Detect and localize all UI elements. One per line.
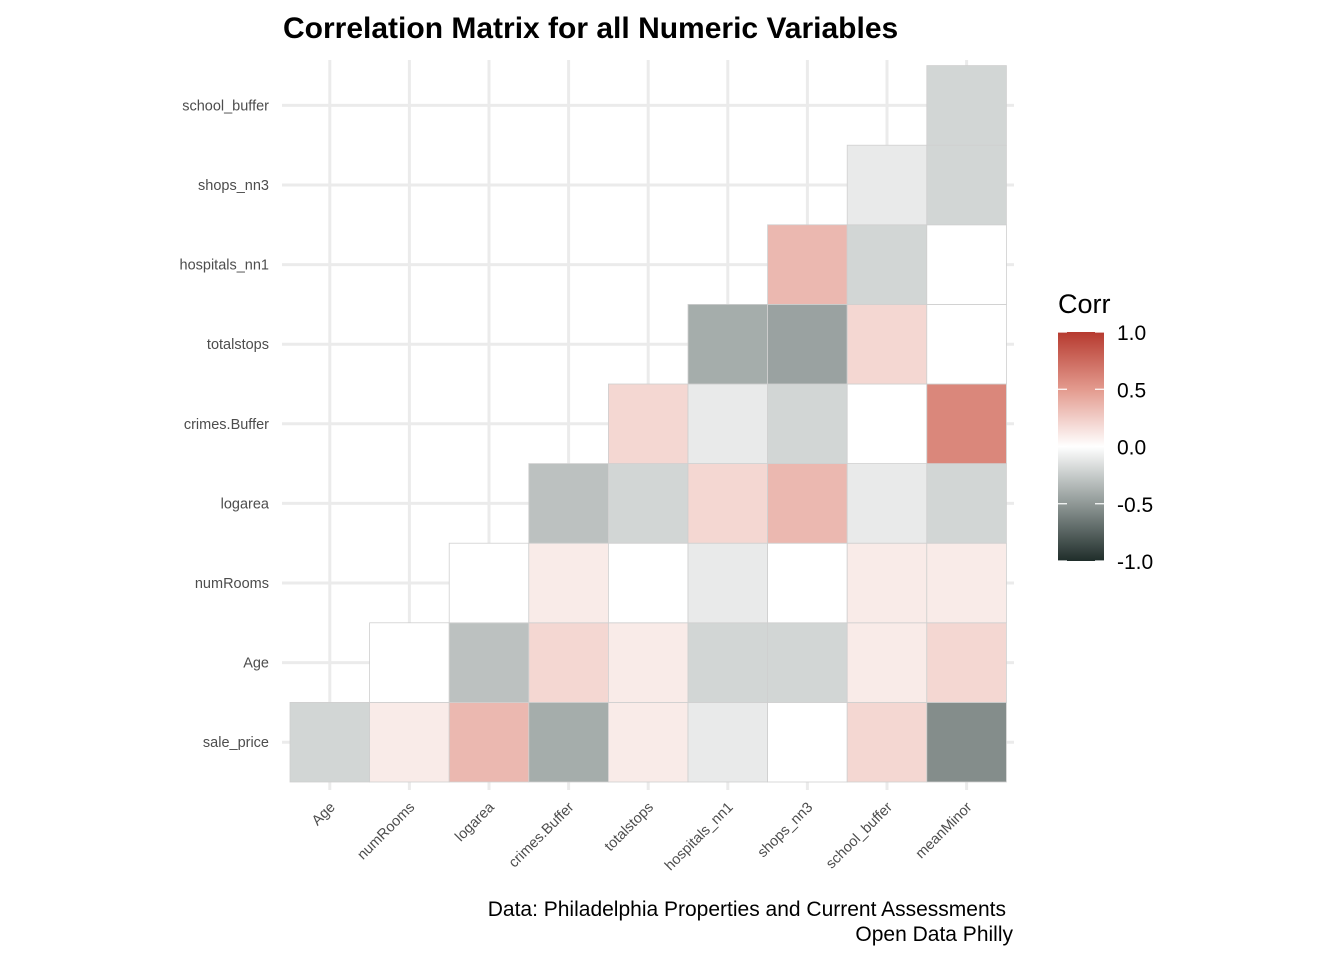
x-tick-label-meanminor: meanMinor [913,799,976,862]
heatmap-cell-sale-price-crimes-buffer [528,702,609,783]
y-tick-label-logarea: logarea [221,496,270,512]
heatmap-cell-age-totalstops [608,622,689,703]
heatmap-cell-sale-price-totalstops [608,702,689,783]
y-tick-label-numrooms: numRooms [195,576,269,592]
y-tick-label-shops-nn3: shops_nn3 [198,178,269,194]
heatmap-cell-totalstops-shops-nn3 [767,303,848,385]
heatmap-cell-age-meanminor [926,622,1007,703]
heatmap-cell-numrooms-meanminor [926,542,1007,624]
x-tick-label-numrooms: numRooms [354,800,418,864]
legend-tick-label: 0.0 [1117,437,1146,460]
caption-line-2: Open Data Philly [855,923,1013,946]
heatmap-cell-crimes-buffer-totalstops [608,383,689,464]
heatmap-cell-logarea-meanminor [926,463,1007,544]
heatmap-cell-crimes-buffer-school-buffer [846,383,928,464]
heatmap-cell-sale-price-age [289,702,370,783]
heatmap-cell-sale-price-shops-nn3 [767,702,848,783]
heatmap-cell-crimes-buffer-meanminor [926,383,1007,464]
heatmap-cell-sale-price-numrooms [369,702,450,783]
x-tick-label-crimes-buffer: crimes.Buffer [506,799,578,871]
y-tick-label-totalstops: totalstops [207,337,269,353]
legend: Corr 1.0 0.5 0.0 -0.5 -1.0 [1058,289,1153,574]
heatmap-cells [289,65,1007,783]
heatmap-cell-logarea-crimes-buffer [528,463,609,544]
heatmap-cell-sale-price-school-buffer [846,702,928,783]
legend-tick-label: -0.5 [1117,494,1153,517]
caption-line-1: Data: Philadelphia Properties and Curren… [488,898,1006,921]
heatmap-cell-school-buffer-meanminor [926,65,1007,146]
legend-ticks: 1.0 0.5 0.0 -0.5 -1.0 [1058,322,1153,574]
heatmap-cell-age-shops-nn3 [767,622,848,703]
y-tick-label-hospitals-nn1: hospitals_nn1 [180,258,270,274]
chart-title: Correlation Matrix for all Numeric Varia… [283,12,898,45]
heatmap-cell-logarea-shops-nn3 [767,463,848,544]
x-tick-label-totalstops: totalstops [602,800,657,855]
legend-title: Corr [1058,289,1111,319]
heatmap-cell-age-logarea [448,622,530,703]
heatmap-cell-logarea-school-buffer [846,463,928,544]
heatmap-cell-totalstops-hospitals-nn1 [687,303,768,385]
heatmap-cell-crimes-buffer-shops-nn3 [767,383,848,464]
heatmap-cell-numrooms-totalstops [608,542,689,624]
heatmap-cell-logarea-totalstops [608,463,689,544]
heatmap-cell-numrooms-hospitals-nn1 [687,542,768,624]
heatmap-cell-age-crimes-buffer [528,622,609,703]
heatmap-cell-shops-nn3-meanminor [926,144,1007,226]
heatmap-cell-logarea-hospitals-nn1 [687,463,768,544]
legend-tick-label: 1.0 [1117,322,1146,345]
y-tick-label-school-buffer: school_buffer [182,98,269,114]
x-axis-tick-labels: Age numRooms logarea crimes.Buffer totalstop… [309,799,975,874]
x-tick-label-school-buffer: school_buffer [823,799,896,872]
y-axis-tick-labels: sale_price Age numRooms logarea crimes.Buffe… [180,98,270,751]
x-tick-label-shops-nn3: shops_nn3 [755,800,816,861]
caption: Data: Philadelphia Properties and Curren… [488,898,1014,946]
y-tick-label-sale-price: sale_price [203,735,269,751]
x-tick-label-logarea: logarea [452,799,498,845]
heatmap-cell-shops-nn3-school-buffer [846,144,928,226]
heatmap-cell-hospitals-nn1-shops-nn3 [767,224,848,305]
heatmap-cell-sale-price-meanminor [926,702,1007,783]
heatmap-cell-numrooms-logarea [448,542,530,624]
legend-tick-label: 0.5 [1117,379,1146,402]
y-tick-label-age: Age [243,656,269,672]
heatmap-cell-hospitals-nn1-meanminor [926,224,1007,305]
x-tick-label-age: Age [309,800,339,830]
x-tick-label-hospitals-nn1: hospitals_nn1 [662,800,737,875]
heatmap-cell-numrooms-shops-nn3 [767,542,848,624]
heatmap-cell-sale-price-hospitals-nn1 [687,702,768,783]
heatmap-cell-age-hospitals-nn1 [687,622,768,703]
heatmap-cell-hospitals-nn1-school-buffer [846,224,928,305]
heatmap-cell-age-numrooms [369,622,450,703]
heatmap-cell-numrooms-school-buffer [846,542,928,624]
heatmap-cell-sale-price-logarea [448,702,530,783]
y-tick-label-crimes-buffer: crimes.Buffer [184,417,269,433]
heatmap-cell-numrooms-crimes-buffer [528,542,609,624]
heatmap-cell-totalstops-meanminor [926,303,1007,385]
heatmap-cell-crimes-buffer-hospitals-nn1 [687,383,768,464]
heatmap-cell-totalstops-school-buffer [846,303,928,385]
legend-tick-label: -1.0 [1117,551,1153,574]
heatmap-cell-age-school-buffer [846,622,928,703]
